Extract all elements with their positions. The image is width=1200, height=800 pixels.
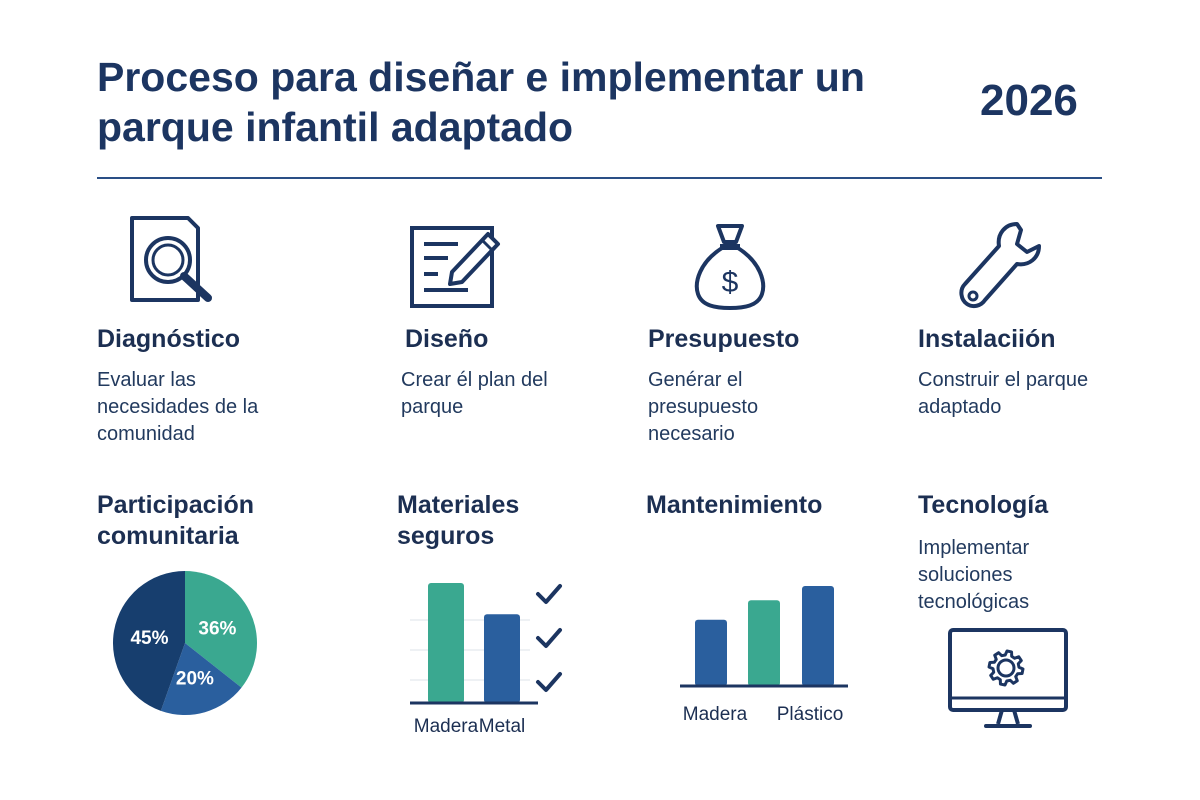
step-title-presupuesto: Presupuesto bbox=[648, 325, 800, 353]
page-title: Proceso para diseñar e implementar un pa… bbox=[97, 54, 865, 150]
bar bbox=[428, 583, 464, 703]
pie-slice-label: 45% bbox=[130, 628, 168, 649]
bar bbox=[695, 619, 727, 686]
feature-title-participacion: Participación comunitaria bbox=[97, 491, 254, 550]
document-magnifier-icon bbox=[130, 216, 212, 302]
pie-slice bbox=[112, 571, 185, 711]
bar-category-label: Plástico bbox=[777, 704, 844, 725]
svg-text:$: $ bbox=[722, 266, 739, 299]
feature-title-materiales: Materiales seguros bbox=[397, 491, 520, 550]
check-icon bbox=[536, 628, 562, 648]
bar bbox=[748, 600, 780, 686]
step-title-diagnostico: Diagnóstico bbox=[97, 325, 241, 353]
feature-title-mantenimiento: Mantenimiento bbox=[646, 491, 823, 519]
step-title-diseno: Diseño bbox=[405, 325, 489, 353]
bar-category-label: Madera bbox=[414, 716, 479, 737]
bar-category-label: Metal bbox=[479, 716, 525, 737]
pie-slice-label: 20% bbox=[176, 669, 214, 690]
bar bbox=[802, 586, 834, 686]
step-desc-diseno: Crear él plan del parque bbox=[401, 369, 548, 418]
wrench-icon bbox=[959, 222, 1041, 309]
feature-desc-tecnologia: Implementar soluciones tecnológicas bbox=[918, 537, 1030, 613]
pie-slice bbox=[160, 643, 242, 716]
check-icon bbox=[536, 672, 562, 692]
pie-slice bbox=[185, 571, 257, 688]
bar-category-label: Madera bbox=[683, 704, 748, 725]
pie-slice-label: 36% bbox=[198, 618, 236, 639]
money-bag-icon: $ bbox=[694, 224, 766, 310]
step-desc-diagnostico: Evaluar las necesidades de la comunidad bbox=[97, 369, 259, 445]
step-title-instalacion: Instalaciión bbox=[918, 325, 1056, 353]
edit-document-icon bbox=[410, 226, 500, 308]
step-desc-instalacion: Construir el parque adaptado bbox=[918, 369, 1089, 418]
participation-pie-chart: 45% 36% 20% bbox=[112, 571, 257, 716]
step-desc-presupuesto: Genérar el presupuesto necesario bbox=[648, 369, 759, 445]
maintenance-bar-chart: Madera Plástico bbox=[680, 586, 848, 725]
check-icon bbox=[536, 584, 562, 604]
monitor-gear-icon bbox=[948, 628, 1068, 728]
feature-title-tecnologia: Tecnología bbox=[918, 491, 1049, 519]
year-label: 2026 bbox=[980, 76, 1078, 125]
materials-bar-chart: Madera Metal bbox=[410, 583, 562, 737]
bar bbox=[484, 614, 520, 703]
header-divider bbox=[97, 177, 1102, 179]
